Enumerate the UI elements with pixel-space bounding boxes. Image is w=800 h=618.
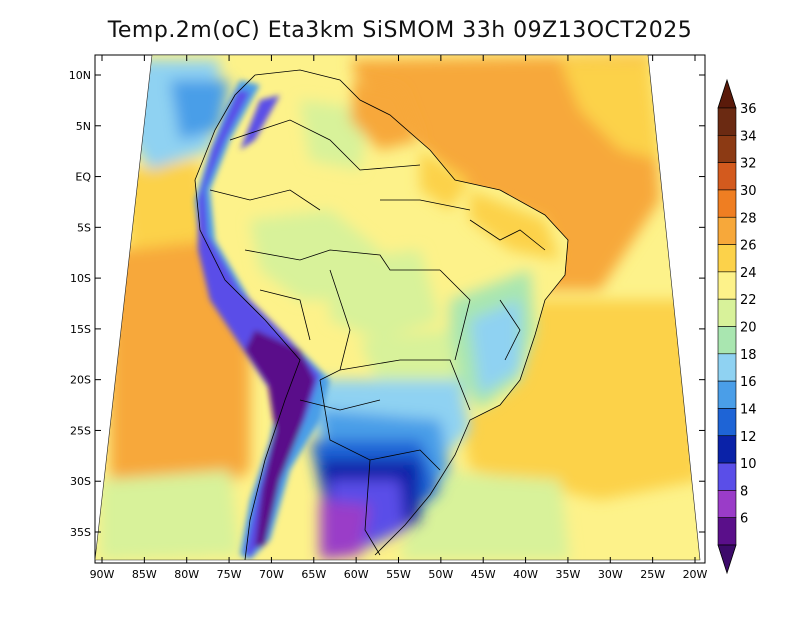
map-title: Temp.2m(oC) Eta3km SiSMOM 33h 09Z13OCT20… xyxy=(107,18,693,43)
lat-tick-label: 30S xyxy=(70,475,91,488)
lat-tick-label: 20S xyxy=(70,374,91,387)
lon-tick-label: 55W xyxy=(386,568,411,581)
colorbar-top-arrow xyxy=(717,78,737,109)
lon-tick-label: 80W xyxy=(174,568,199,581)
colorbar-segment xyxy=(717,271,737,300)
colorbar-label: 8 xyxy=(740,484,748,499)
colorbar-segment xyxy=(717,490,737,518)
colorbar-segment xyxy=(717,435,737,464)
lat-tick-label: 35S xyxy=(70,526,91,539)
lon-tick-label: 70W xyxy=(259,568,284,581)
colorbar-segment xyxy=(717,326,737,355)
lat-tick-label: 5N xyxy=(76,120,91,133)
colorbar-label: 18 xyxy=(740,348,757,363)
colorbar-segment xyxy=(717,353,737,382)
colorbar-label: 14 xyxy=(740,402,757,417)
colorbar-segment xyxy=(717,517,737,546)
lon-tick-label: 50W xyxy=(428,568,453,581)
lat-tick-label: 25S xyxy=(70,424,91,437)
colorbar-segment xyxy=(717,107,737,136)
colorbar-segment xyxy=(717,216,737,245)
lon-tick-label: 20W xyxy=(683,568,708,581)
colorbar-label: 30 xyxy=(740,184,757,199)
temperature-field xyxy=(95,55,700,560)
colorbar-label: 34 xyxy=(740,129,757,144)
model-domain-border xyxy=(94,54,701,561)
colorbar-segment xyxy=(717,162,737,191)
colorbar-label: 32 xyxy=(740,157,757,172)
colorbar-label: 26 xyxy=(740,239,757,254)
colorbar-label: 20 xyxy=(740,321,757,336)
lon-tick-label: 65W xyxy=(301,568,326,581)
lon-tick-label: 45W xyxy=(471,568,496,581)
temperature-colorbar: 36 34 32 30 28 26 24 22 20 18 16 14 12 10 8 6 xyxy=(717,78,757,575)
colorbar-label: 36 xyxy=(740,102,757,117)
lon-tick-label: 75W xyxy=(217,568,242,581)
colorbar-label: 16 xyxy=(740,375,757,390)
colorbar-segment xyxy=(717,298,737,327)
lon-tick-label: 35W xyxy=(555,568,580,581)
colorbar-segment xyxy=(717,462,737,491)
lat-tick-label: EQ xyxy=(75,171,91,184)
colorbar-label: 24 xyxy=(740,266,757,281)
colorbar-segment xyxy=(717,408,737,437)
colorbar-label: 10 xyxy=(740,457,757,472)
lon-tick-label: 60W xyxy=(344,568,369,581)
lon-tick-label: 30W xyxy=(598,568,623,581)
lat-tick-label: 5S xyxy=(77,221,91,234)
colorbar-bottom-arrow xyxy=(717,544,737,575)
lat-tick-label: 15S xyxy=(70,323,91,336)
lat-tick-label: 10N xyxy=(69,69,91,82)
colorbar-label: 6 xyxy=(740,512,748,527)
lon-tick-label: 25W xyxy=(640,568,665,581)
colorbar-label: 12 xyxy=(740,430,757,445)
colorbar-segment xyxy=(717,135,737,163)
lon-tick-label: 40W xyxy=(513,568,538,581)
country-boundaries xyxy=(194,69,569,561)
latitude-axis: 10N 5N EQ 5S 10S 15S 20S 25S 30S 35S xyxy=(69,69,705,539)
colorbar-segment xyxy=(717,189,737,218)
lon-tick-label: 90W xyxy=(90,568,115,581)
colorbar-label: 28 xyxy=(740,211,757,226)
colorbar-segment xyxy=(717,380,737,409)
lon-tick-label: 85W xyxy=(132,568,157,581)
colorbar-segment xyxy=(717,244,737,273)
longitude-axis: 90W 85W 80W 75W 70W 65W 60W 55W 50W 45W 40W 35W 30W 2… xyxy=(90,55,708,581)
colorbar-label: 22 xyxy=(740,293,757,308)
lat-tick-label: 10S xyxy=(70,272,91,285)
